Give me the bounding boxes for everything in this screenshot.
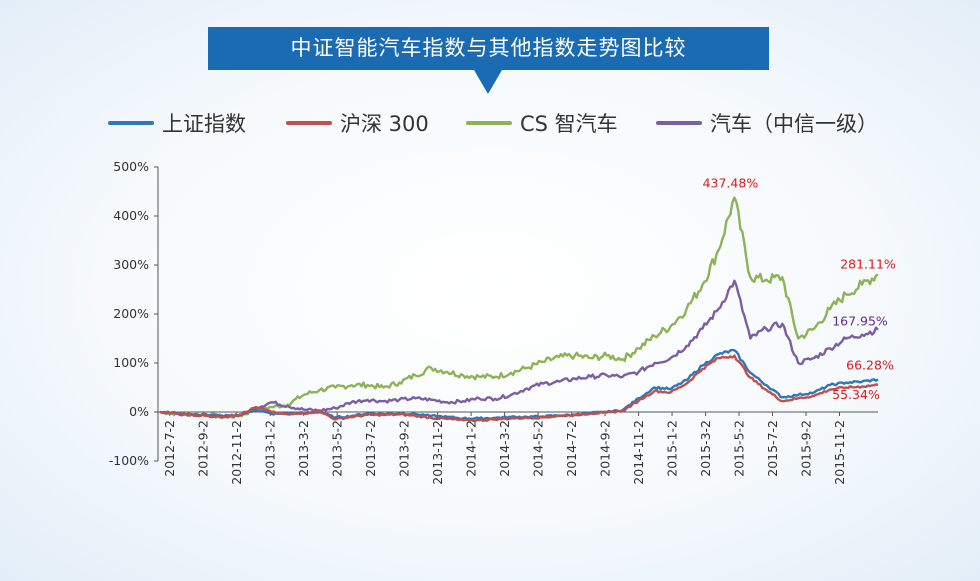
legend-label-auto-citic: 汽车（中信一级）	[710, 112, 878, 136]
x-tick-label: 2015-7-2	[765, 420, 780, 477]
y-tick-label: 200%	[113, 306, 149, 321]
series-line-1	[159, 354, 879, 423]
chart-title-banner: 中证智能汽车指数与其他指数走势图比较	[208, 27, 769, 70]
x-tick-label: 2014-11-2	[631, 420, 646, 485]
y-tick-label: 0%	[129, 404, 149, 419]
data-label: 55.34%	[832, 387, 880, 402]
x-tick-label: 2013-11-2	[430, 420, 445, 485]
legend-swatch-shanghai	[108, 121, 154, 125]
y-tick-label: -100%	[109, 453, 149, 468]
chart-title: 中证智能汽车指数与其他指数走势图比较	[290, 36, 687, 60]
data-label: 437.48%	[703, 176, 759, 191]
legend-swatch-csi300	[286, 121, 332, 125]
series-line-2	[159, 196, 879, 420]
x-tick-label: 2014-5-2	[531, 420, 546, 477]
x-tick-label: 2015-11-2	[832, 420, 847, 485]
y-tick-label: 400%	[113, 208, 149, 223]
series-line-3	[159, 279, 879, 419]
x-tick-label: 2013-3-2	[296, 420, 311, 477]
legend-item-csi300: 沪深 300	[286, 106, 429, 140]
data-label: 66.28%	[846, 358, 894, 373]
x-tick-label: 2015-3-2	[698, 420, 713, 477]
x-tick-label: 2015-5-2	[732, 420, 747, 477]
legend-label-csi300: 沪深 300	[340, 112, 429, 136]
x-tick-label: 2014-9-2	[598, 420, 613, 477]
x-tick-label: 2012-9-2	[196, 420, 211, 477]
legend-item-auto-citic: 汽车（中信一级）	[656, 106, 878, 140]
legend-label-cs-smart-auto: CS 智汽车	[520, 112, 618, 136]
y-tick-label: 500%	[113, 159, 149, 174]
banner-pointer	[474, 70, 502, 94]
data-label: 281.11%	[840, 256, 896, 271]
legend-swatch-cs-smart-auto	[466, 121, 512, 125]
x-tick-label: 2015-9-2	[799, 420, 814, 477]
data-label: 167.95%	[832, 314, 888, 329]
x-tick-label: 2013-9-2	[397, 420, 412, 477]
x-tick-label: 2012-11-2	[229, 420, 244, 485]
legend: 上证指数 沪深 300 CS 智汽车 汽车（中信一级）	[108, 106, 908, 140]
x-tick-label: 2014-7-2	[564, 420, 579, 477]
legend-item-cs-smart-auto: CS 智汽车	[466, 106, 618, 140]
y-tick-label: 100%	[113, 355, 149, 370]
legend-swatch-auto-citic	[656, 121, 702, 125]
x-tick-label: 2014-1-2	[464, 420, 479, 477]
x-tick-label: 2013-5-2	[330, 420, 345, 477]
legend-label-shanghai: 上证指数	[162, 112, 246, 136]
x-tick-label: 2013-7-2	[363, 420, 378, 477]
y-tick-label: 300%	[113, 257, 149, 272]
x-tick-label: 2012-7-2	[162, 420, 177, 477]
legend-item-shanghai: 上证指数	[108, 106, 246, 140]
x-tick-label: 2015-1-2	[665, 420, 680, 477]
x-tick-label: 2013-1-2	[263, 420, 278, 477]
x-tick-label: 2014-3-2	[497, 420, 512, 477]
